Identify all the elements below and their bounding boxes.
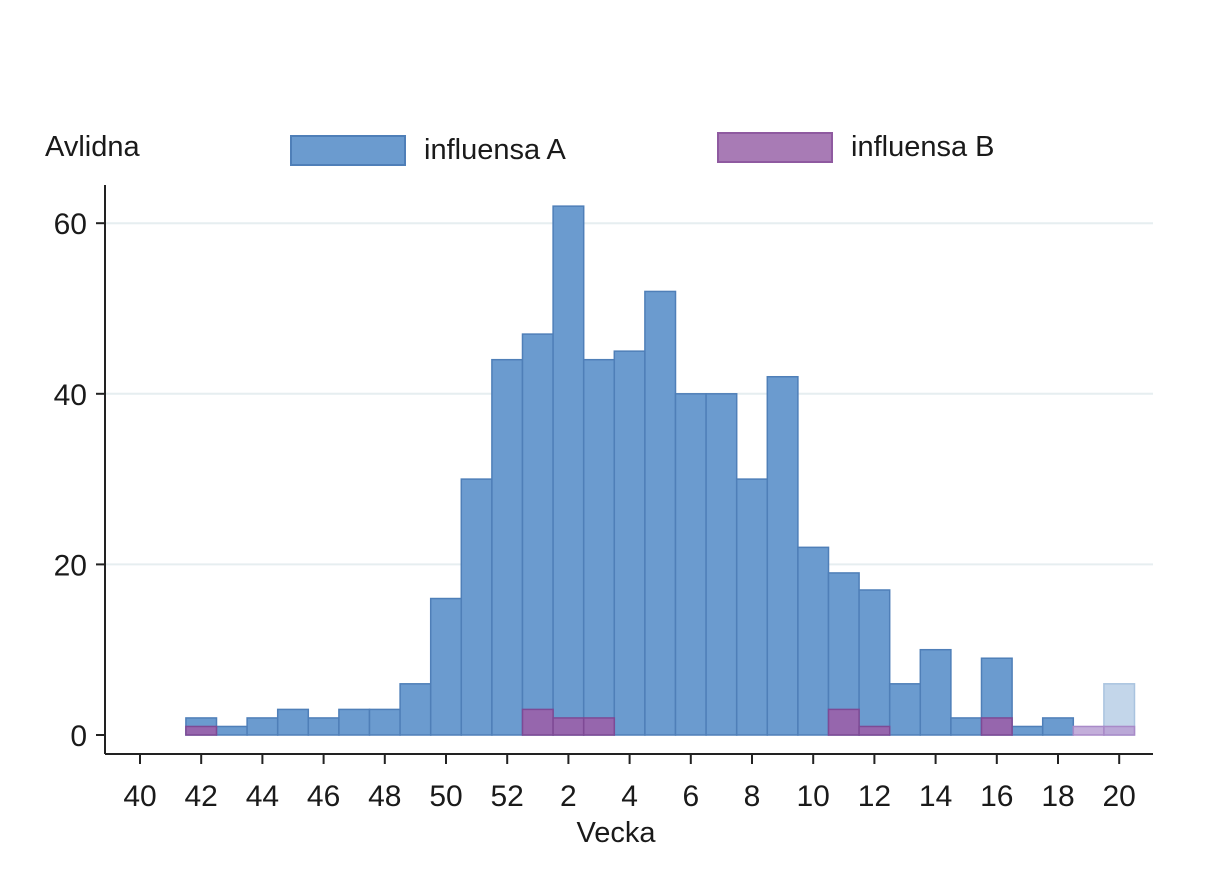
x-tick-label-40: 40 xyxy=(123,780,156,813)
legend-swatch-influensa-a xyxy=(290,135,406,166)
bar-influensa-b-2 xyxy=(552,717,585,736)
bar-influensa-a-10 xyxy=(797,546,830,736)
legend-item-influensa-b: influensa B xyxy=(717,131,995,164)
bar-influensa-a-3 xyxy=(582,358,616,736)
bar-influensa-a-7 xyxy=(705,393,738,736)
bar-influensa-a-49 xyxy=(399,683,432,736)
bar-influensa-a-8 xyxy=(735,478,769,736)
bar-influensa-a-51 xyxy=(460,478,493,736)
bar-influensa-a-12 xyxy=(858,589,891,736)
x-tick-label-42: 42 xyxy=(185,780,218,813)
bar-influensa-a-6 xyxy=(674,393,707,736)
x-tick-label-12: 12 xyxy=(858,780,891,813)
bar-influensa-a-46 xyxy=(307,717,340,736)
bar-influensa-a-44 xyxy=(246,717,279,736)
x-tick-label-2: 2 xyxy=(560,780,577,813)
x-tick-label-8: 8 xyxy=(744,780,761,813)
bar-influensa-a-52 xyxy=(491,358,524,736)
bar-influensa-a-5 xyxy=(644,290,677,736)
x-tick-label-4: 4 xyxy=(621,780,638,813)
bar-influensa-b-3 xyxy=(582,717,616,736)
bar-influensa-a-11 xyxy=(827,572,860,736)
y-tick-label-60: 60 xyxy=(54,208,87,241)
x-tick-label-14: 14 xyxy=(919,780,952,813)
x-tick-label-20: 20 xyxy=(1103,780,1136,813)
x-tick-label-48: 48 xyxy=(368,780,401,813)
bar-influensa-a-47 xyxy=(338,708,371,736)
bar-influensa-a-2 xyxy=(552,205,585,736)
bar-influensa-b-20 xyxy=(1103,725,1136,736)
x-tick-label-10: 10 xyxy=(797,780,830,813)
bar-influensa-a-43 xyxy=(215,725,248,736)
bar-influensa-a-50 xyxy=(429,597,463,736)
legend-label-influensa-a: influensa A xyxy=(424,134,566,166)
bar-influensa-a-45 xyxy=(276,708,310,736)
bar-influensa-b-42 xyxy=(185,725,218,736)
y-tick-label-0: 0 xyxy=(70,720,87,753)
bar-influensa-a-17 xyxy=(1011,725,1044,736)
y-tick-label-40: 40 xyxy=(54,379,87,412)
bar-influensa-b-12 xyxy=(858,725,891,736)
bar-influensa-a-15 xyxy=(950,717,983,736)
x-tick-label-6: 6 xyxy=(682,780,699,813)
x-tick-label-16: 16 xyxy=(980,780,1013,813)
bar-influensa-a-48 xyxy=(368,708,401,736)
bar-influensa-b-11 xyxy=(827,708,860,736)
bar-influensa-b-16 xyxy=(980,717,1013,736)
bar-influensa-a-1 xyxy=(521,333,554,736)
x-tick-label-18: 18 xyxy=(1041,780,1074,813)
legend-label-influensa-b: influensa B xyxy=(851,131,995,163)
x-tick-label-44: 44 xyxy=(246,780,279,813)
bar-influensa-a-9 xyxy=(766,375,799,736)
legend-swatch-influensa-b xyxy=(717,132,833,163)
x-tick-label-50: 50 xyxy=(429,780,462,813)
x-axis-title: Vecka xyxy=(576,817,656,849)
bar-influensa-b-19 xyxy=(1072,725,1105,736)
bar-influensa-b-1 xyxy=(521,708,554,736)
y-tick-label-20: 20 xyxy=(54,549,87,582)
x-tick-label-46: 46 xyxy=(307,780,340,813)
x-tick-label-52: 52 xyxy=(491,780,524,813)
bar-influensa-a-18 xyxy=(1041,717,1075,736)
bar-influensa-a-4 xyxy=(613,350,646,736)
y-axis-title: Avlidna xyxy=(45,131,140,163)
bar-influensa-a-14 xyxy=(919,648,952,736)
legend-item-influensa-a: influensa A xyxy=(290,134,566,167)
bar-influensa-a-13 xyxy=(888,683,922,736)
